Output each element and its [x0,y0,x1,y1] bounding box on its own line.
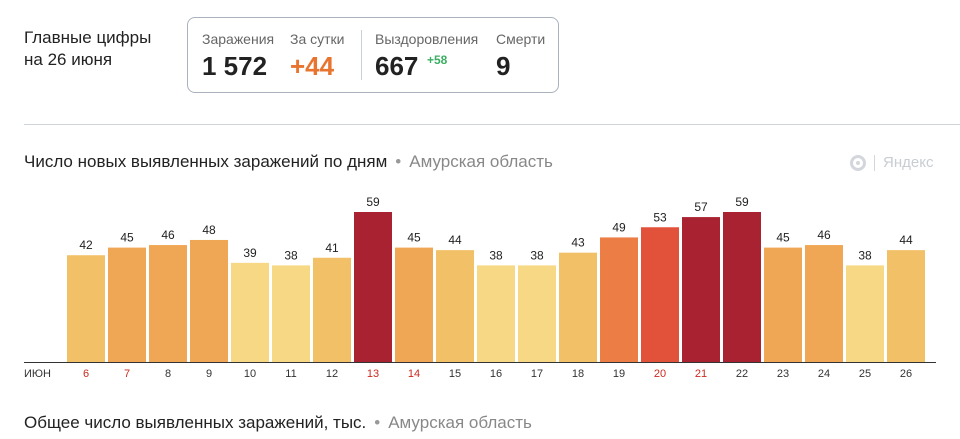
bar-value-label: 45 [407,231,421,245]
x-tick-label: 23 [777,368,789,380]
bottom-title-region: Амурская область [388,413,532,432]
brand-text: Яндекс [883,154,934,171]
bar-21 [682,217,720,362]
recoveries-label: Выздоровления [375,31,479,47]
stats-card: Заражения 1 572 За сутки +44 Выздоровлен… [187,17,559,93]
bar-11 [272,265,310,362]
chart-title: Число новых выявленных заражений по дням… [24,152,553,172]
bar-15 [436,250,474,362]
bar-6 [67,255,105,362]
bar-16 [477,265,515,362]
headline-line-1: Главные цифры [24,28,152,47]
bar-10 [231,262,269,362]
daily-value: +44 [290,51,335,81]
x-tick-label: 24 [818,368,830,380]
bar-26 [887,250,925,362]
bar-8 [149,245,187,362]
yandex-logo-icon [850,154,866,171]
bar-value-label: 41 [325,241,339,255]
bottom-title-separator: • [374,413,381,432]
bar-value-label: 38 [530,248,544,262]
bar-9 [190,239,228,362]
bar-value-label: 48 [202,223,216,237]
bar-13 [354,212,392,362]
bar-value-label: 44 [448,233,462,247]
recoveries-delta: +58 [427,53,448,67]
bar-value-label: 45 [776,231,790,245]
bar-value-label: 44 [899,233,913,247]
x-tick-label: 22 [736,368,748,380]
x-tick-label: 7 [124,368,130,380]
recoveries-value: 667 [375,51,419,81]
x-tick-label: 21 [695,368,707,380]
x-tick-label: 19 [613,368,625,380]
bar-22 [723,212,761,362]
x-tick-label: 6 [83,368,89,380]
x-tick-label: 15 [449,368,461,380]
bar-value-label: 59 [735,195,749,209]
month-label: ИЮН [24,368,51,380]
stats-divider [361,30,362,80]
x-tick-label: 26 [900,368,912,380]
x-tick-label: 25 [859,368,871,380]
brand-divider [874,154,875,171]
bar-value-label: 45 [120,231,134,245]
infections-value: 1 572 [202,51,268,81]
x-tick-label: 13 [367,368,379,380]
bottom-chart-title: Общее число выявленных заражений, тыс. • А… [24,413,532,433]
bar-17 [518,265,556,362]
yandex-brand[interactable]: Яндекс [850,154,933,171]
bar-12 [313,257,351,362]
bar-value-label: 53 [653,210,667,224]
x-tick-label: 10 [244,368,256,380]
bar-14 [395,247,433,362]
x-tick-label: 17 [531,368,543,380]
bar-value-label: 59 [366,195,380,209]
bar-value-label: 39 [243,246,257,260]
bar-19 [600,237,638,362]
bar-value-label: 57 [694,200,708,214]
bar-value-label: 46 [817,228,831,242]
bar-23 [764,247,802,362]
chart-title-text: Число новых выявленных заражений по дням [24,152,388,171]
bottom-title-text: Общее число выявленных заражений, тыс. [24,413,367,432]
chart-title-region: Амурская область [409,152,553,171]
bar-value-label: 38 [284,248,298,262]
daily-label: За сутки [290,31,345,47]
x-tick-label: 11 [285,368,296,380]
bar-7 [108,247,146,362]
x-tick-label: 8 [165,368,171,380]
x-tick-label: 20 [654,368,666,380]
headline: Главные цифры на 26 июня [24,27,174,71]
x-tick-label: 12 [326,368,338,380]
chart-title-separator: • [395,152,402,171]
infections-label: Заражения [202,31,275,47]
bar-value-label: 46 [161,228,175,242]
x-tick-label: 18 [572,368,584,380]
bar-value-label: 38 [489,248,503,262]
bar-value-label: 42 [79,238,93,252]
deaths-label: Смерти [496,31,546,47]
section-divider [24,124,960,125]
bar-25 [846,265,884,362]
deaths-value: 9 [496,51,511,81]
x-tick-label: 14 [408,368,420,380]
bar-24 [805,245,843,362]
bar-value-label: 38 [858,248,872,262]
daily-infections-chart: ИЮН 42 6 45 7 46 8 48 9 39 10 38 11 41 12 59 13 45 14 44 15 3… [24,195,936,380]
bar-value-label: 43 [571,236,585,250]
x-tick-label: 9 [206,368,212,380]
x-tick-label: 16 [490,368,502,380]
headline-line-2: на 26 июня [24,50,113,69]
bar-18 [559,252,597,362]
bar-20 [641,227,679,362]
bar-value-label: 49 [612,220,626,234]
